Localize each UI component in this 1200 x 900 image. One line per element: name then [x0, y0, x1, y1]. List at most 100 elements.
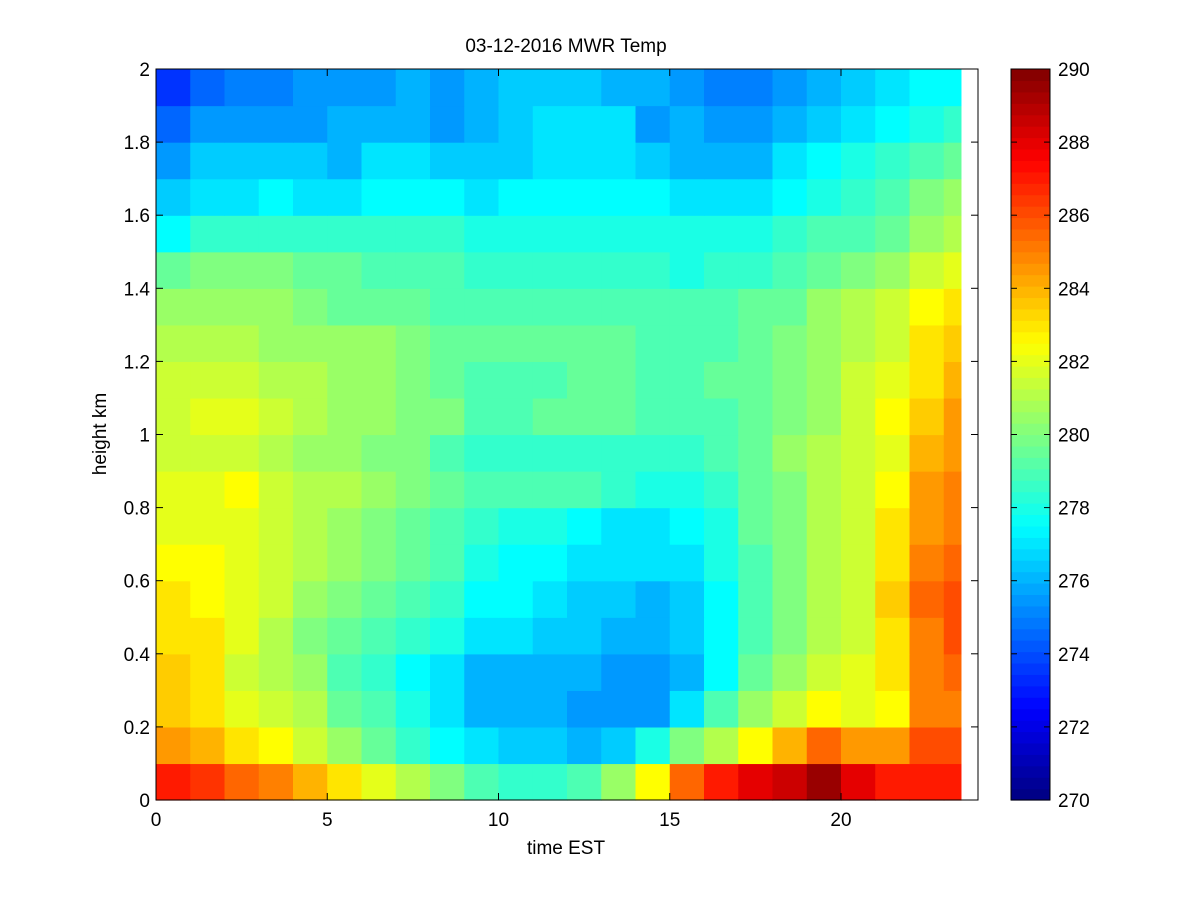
heatmap-cell [738, 434, 774, 472]
heatmap-cell [361, 507, 397, 545]
heatmap-cell [772, 653, 808, 691]
heatmap-cell [601, 251, 637, 289]
heatmap-cell [327, 763, 363, 801]
heatmap-cell [909, 580, 945, 618]
heatmap-cell [943, 580, 962, 618]
heatmap-cell [327, 434, 363, 472]
heatmap-cell [909, 544, 945, 582]
heatmap-cell [567, 142, 602, 180]
heatmap-cell [327, 397, 363, 436]
heatmap-cell [361, 653, 397, 691]
heatmap-cell [669, 288, 705, 326]
y-tick-label: 1.4 [124, 279, 151, 300]
heatmap-cell [532, 726, 568, 765]
heatmap-cell [361, 178, 397, 216]
heatmap-cell [361, 690, 397, 728]
colorbar-strip [1011, 777, 1050, 790]
colorbar-strip [1011, 514, 1050, 527]
heatmap-cell [601, 763, 637, 801]
heatmap-cell [669, 580, 705, 618]
heatmap-cell [430, 288, 465, 326]
heatmap-cell [464, 763, 500, 801]
colorbar-tick-label: 276 [1058, 572, 1090, 593]
heatmap-cell [327, 69, 363, 107]
heatmap-cell [361, 544, 397, 582]
colorbar-strip [1011, 457, 1050, 470]
heatmap-cell [361, 763, 397, 801]
heatmap-cell [190, 544, 226, 582]
heatmap-cell [875, 507, 911, 545]
heatmap-cell [909, 361, 945, 399]
heatmap-cell [875, 397, 911, 436]
heatmap-cell [498, 397, 534, 436]
heatmap-cell [943, 507, 962, 545]
heatmap-cell [635, 288, 671, 326]
heatmap-cell [327, 105, 363, 143]
colorbar-strip [1011, 765, 1050, 778]
heatmap-cell [806, 69, 842, 107]
heatmap-cell [190, 726, 226, 765]
heatmap-cell [430, 544, 465, 582]
heatmap-cell [704, 726, 739, 765]
heatmap-cell [293, 434, 328, 472]
colorbar-strip [1011, 148, 1050, 161]
heatmap-cell [738, 105, 774, 143]
heatmap-cell [224, 142, 260, 180]
x-tick-label: 5 [322, 810, 333, 831]
heatmap-cell [464, 251, 500, 289]
heatmap-cell [601, 580, 637, 618]
heatmap-cell [464, 690, 500, 728]
heatmap-cell [875, 361, 911, 399]
heatmap-cell [156, 178, 191, 216]
colorbar-strip [1011, 491, 1050, 504]
heatmap-cell [293, 324, 328, 362]
heatmap-cell [464, 361, 500, 399]
heatmap-cell [464, 397, 500, 436]
heatmap-cell [395, 215, 431, 253]
heatmap-cell [430, 507, 465, 545]
heatmap-cell [361, 142, 397, 180]
heatmap-cell [293, 397, 328, 436]
heatmap-cell [156, 69, 191, 107]
heatmap-cell [704, 288, 739, 326]
heatmap-cell [806, 434, 842, 472]
heatmap-cell [669, 544, 705, 582]
heatmap-cell [943, 105, 962, 143]
heatmap-cell [806, 178, 842, 216]
colorbar-strip [1011, 354, 1050, 367]
heatmap-cell [532, 105, 568, 143]
heatmap-cell [875, 434, 911, 472]
heatmap-cell [943, 324, 962, 362]
heatmap-cell [498, 215, 534, 253]
heatmap-cell [156, 105, 191, 143]
heatmap-cell [224, 763, 260, 801]
heatmap-cell [943, 471, 962, 509]
heatmap-cell [156, 544, 191, 582]
colorbar-strip [1011, 754, 1050, 767]
heatmap-cell [464, 617, 500, 655]
x-tick-label: 0 [151, 810, 162, 831]
colorbar-strip [1011, 720, 1050, 733]
heatmap-cell [361, 288, 397, 326]
heatmap-cell [156, 471, 191, 509]
heatmap-cell [841, 178, 876, 216]
heatmap-cell [395, 142, 431, 180]
heatmap-cell [841, 324, 876, 362]
heatmap-cell [841, 617, 876, 655]
heatmap-cell [601, 617, 637, 655]
colorbar-ticks: 270 272 274 276 278 280 282 284 286 288 290 [1011, 60, 1090, 812]
heatmap-cell [361, 324, 397, 362]
heatmap-cell [841, 361, 876, 399]
heatmap-cell [258, 178, 294, 216]
x-axis-label: time EST [527, 838, 606, 859]
heatmap-cell [327, 178, 363, 216]
heatmap-cell [156, 215, 191, 253]
heatmap-cell [806, 471, 842, 509]
heatmap-cell [772, 215, 808, 253]
heatmap-cell [532, 690, 568, 728]
heatmap-cell [875, 142, 911, 180]
heatmap-cell [395, 617, 431, 655]
heatmap-cell [772, 178, 808, 216]
colorbar-strip [1011, 411, 1050, 424]
heatmap-cell [704, 617, 739, 655]
